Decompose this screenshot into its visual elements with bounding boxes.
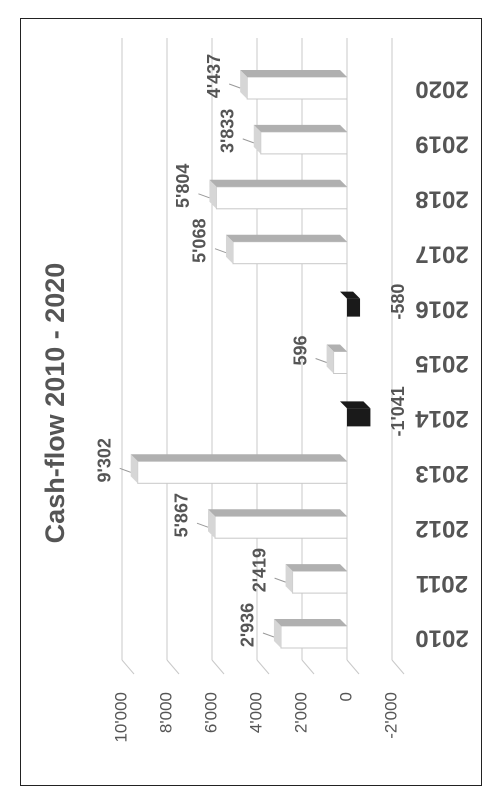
bar — [347, 298, 361, 317]
bar-end — [225, 234, 233, 264]
gridline-foot — [166, 659, 180, 675]
data-label: 4'437 — [204, 54, 224, 98]
bar-top — [253, 124, 347, 132]
data-label: 3'833 — [218, 109, 238, 153]
x-tick-label: 2013 — [415, 460, 468, 487]
bar — [137, 460, 348, 484]
bar-end — [285, 564, 293, 594]
y-tick-label: -2'000 — [381, 692, 400, 739]
y-tick-label: 4'000 — [246, 692, 265, 733]
leader-line — [315, 358, 327, 363]
data-label: -580 — [388, 284, 408, 320]
y-tick-label: 6'000 — [201, 692, 220, 733]
bar — [232, 241, 348, 265]
bar — [333, 351, 348, 374]
bar — [280, 625, 348, 649]
leader-line — [262, 632, 275, 638]
chart-title: Cash-flow 2010 - 2020 — [40, 263, 70, 544]
bar — [214, 515, 348, 539]
leader-line — [214, 248, 227, 254]
y-tick-label: 8'000 — [156, 692, 175, 733]
gridline-foot — [346, 659, 360, 675]
leader-line — [198, 193, 210, 199]
data-label: -1'041 — [388, 386, 408, 436]
chart-frame — [20, 18, 482, 786]
bar-end — [326, 344, 334, 374]
bar-end — [273, 619, 281, 648]
x-tick-label: 2017 — [415, 240, 468, 267]
data-label: 9'302 — [94, 438, 114, 482]
x-tick-label: 2016 — [415, 295, 468, 322]
labels: -2'000 0 2'000 4'000 6'000 8'000 10'000 2010 201… — [94, 54, 468, 743]
x-tick-label: 2015 — [415, 350, 468, 377]
bar-end — [240, 70, 248, 99]
bar-top — [240, 70, 347, 77]
bar-top — [273, 619, 347, 626]
bar-end — [207, 509, 215, 539]
bar — [246, 76, 348, 100]
x-tick-label: 2011 — [416, 570, 468, 597]
bar-top — [209, 179, 347, 187]
bar — [215, 186, 348, 210]
bar-top — [285, 564, 347, 572]
y-tick-label: 0 — [336, 692, 355, 701]
y-tick-label: 10'000 — [111, 692, 130, 743]
bar — [292, 570, 348, 594]
x-tick-label: 2019 — [415, 131, 468, 158]
x-tick-label: 2010 — [415, 625, 468, 652]
bar-top — [225, 234, 347, 242]
data-label: 5'867 — [172, 493, 192, 537]
gridline-foot — [391, 659, 405, 675]
data-label: 596 — [290, 335, 310, 365]
data-label: 2'936 — [238, 603, 258, 647]
bar — [347, 408, 371, 427]
gridline-foot — [121, 659, 135, 675]
gridline-foot — [301, 659, 315, 675]
leader-line — [242, 138, 254, 144]
bars — [130, 70, 371, 649]
x-tick-label: 2012 — [415, 515, 468, 542]
x-tick-label: 2014 — [415, 405, 469, 432]
y-tick-label: 2'000 — [291, 692, 310, 733]
x-tick-label: 2018 — [415, 185, 468, 212]
bar-top — [130, 454, 347, 462]
leader-line — [119, 467, 131, 473]
bar-end — [209, 179, 217, 209]
gridline-foot — [211, 659, 225, 675]
gridline-foot — [256, 659, 270, 675]
leader-line — [274, 577, 286, 583]
data-label: 5'068 — [190, 219, 210, 263]
bar — [260, 131, 348, 155]
bar-top — [207, 509, 347, 517]
leader-line — [228, 83, 241, 89]
data-label: 2'419 — [249, 548, 269, 592]
bar-top — [340, 291, 361, 299]
x-tick-label: 2020 — [415, 76, 468, 103]
data-label: 5'804 — [173, 164, 193, 208]
bar-end — [253, 124, 261, 154]
bar-top — [326, 344, 347, 352]
bar-top — [340, 401, 371, 409]
leader-line — [196, 522, 209, 528]
bar-end — [130, 454, 138, 484]
